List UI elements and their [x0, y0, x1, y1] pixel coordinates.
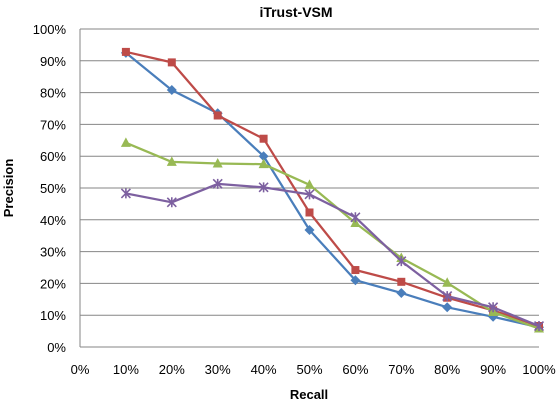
data-point [397, 277, 406, 286]
data-point [258, 151, 269, 162]
data-point [213, 111, 222, 120]
y-tick-label: 30% [40, 245, 66, 260]
data-point [442, 277, 453, 287]
y-tick-label: 50% [40, 181, 66, 196]
data-point [350, 212, 361, 223]
series-line [125, 50, 540, 328]
data-point [166, 197, 177, 208]
data-point [350, 275, 361, 286]
data-point [305, 208, 314, 217]
series-2 [121, 47, 543, 331]
y-tick-label: 100% [33, 22, 67, 37]
x-tick-label: 20% [159, 362, 185, 377]
data-point [304, 189, 315, 200]
x-tick-label: 100% [522, 362, 556, 377]
x-tick-label: 40% [251, 362, 277, 377]
x-tick-label: 90% [480, 362, 506, 377]
series-line [125, 51, 540, 329]
data-point [396, 256, 407, 267]
x-tick-label: 60% [342, 362, 368, 377]
x-tick-label: 80% [434, 362, 460, 377]
data-point [396, 287, 407, 298]
x-axis-title: Recall [290, 387, 328, 402]
series-4 [120, 178, 545, 332]
data-point [166, 85, 177, 96]
y-tick-labels: 0% 10% 20% 30% 40% 50% 60% 70% 80% 90% 100% [33, 22, 67, 355]
data-point [488, 302, 499, 313]
data-point [212, 158, 223, 168]
y-tick-label: 60% [40, 149, 66, 164]
x-tick-label: 30% [205, 362, 231, 377]
y-tick-label: 40% [40, 213, 66, 228]
data-point [120, 188, 131, 199]
x-tick-label: 10% [113, 362, 139, 377]
data-point [442, 302, 453, 313]
y-tick-label: 0% [47, 340, 66, 355]
data-point [166, 156, 177, 166]
y-tick-label: 10% [40, 308, 66, 323]
y-tick-label: 80% [40, 86, 66, 101]
data-point [167, 58, 176, 67]
data-point [533, 320, 545, 332]
y-axis-title: Precision [1, 159, 16, 218]
x-tick-label: 70% [388, 362, 414, 377]
y-tick-label: 70% [40, 117, 66, 132]
series-line [125, 182, 540, 328]
data-point [304, 224, 315, 235]
series-line [125, 141, 540, 330]
data-point [258, 182, 269, 193]
data-series [120, 47, 545, 333]
x-tick-labels: 0% 10% 20% 30% 40% 50% 60% 70% 80% 90% 100% [71, 362, 556, 377]
chart-title: iTrust-VSM [259, 4, 332, 20]
x-tick-label: 50% [296, 362, 322, 377]
data-point [351, 266, 360, 275]
data-point [120, 137, 131, 147]
data-point [258, 158, 269, 169]
data-point [442, 291, 453, 302]
x-tick-label: 0% [71, 362, 90, 377]
y-tick-label: 90% [40, 54, 66, 69]
series-1 [120, 47, 544, 333]
data-point [259, 134, 268, 143]
data-point [121, 47, 130, 56]
data-point [304, 179, 315, 189]
data-point [212, 178, 223, 189]
y-tick-label: 20% [40, 276, 66, 291]
